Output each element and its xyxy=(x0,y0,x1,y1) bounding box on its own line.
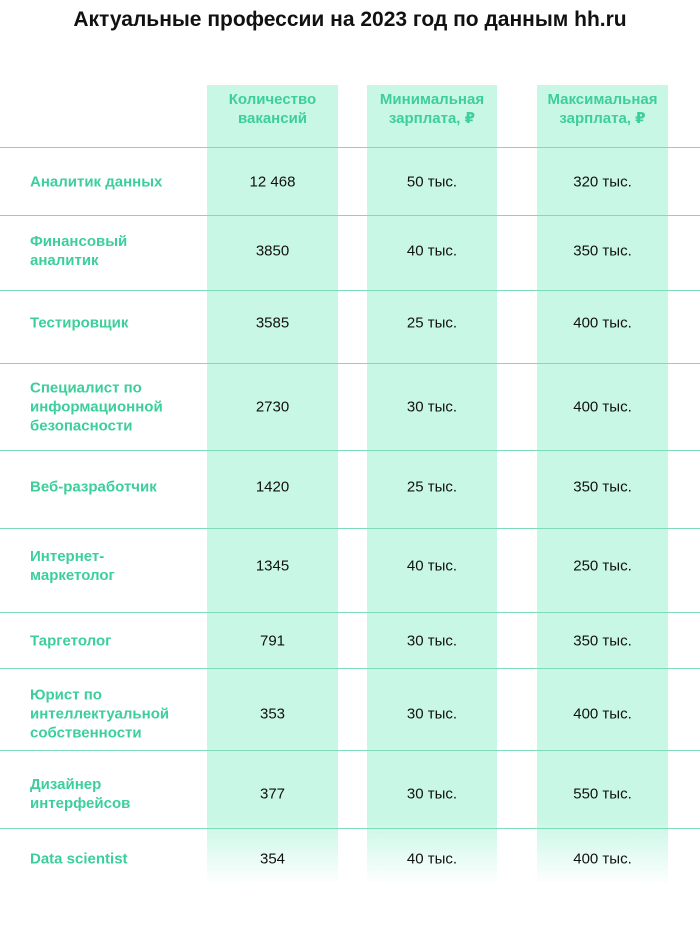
column-highlight xyxy=(207,85,338,885)
column-header: Минимальная зарплата, ₽ xyxy=(379,91,485,127)
cell-value: 400 тыс. xyxy=(573,398,632,416)
cell-value: 12 468 xyxy=(249,173,296,191)
cell-value: 350 тыс. xyxy=(573,242,632,260)
cell-value: 1345 xyxy=(255,557,290,575)
cell-value: 2730 xyxy=(255,398,290,416)
column-highlight xyxy=(537,85,668,885)
cell-value: 377 xyxy=(259,785,286,803)
column-header: Количество вакансий xyxy=(228,91,317,127)
row-label: Интернет- маркетолог xyxy=(30,548,115,584)
column-header: Максимальная зарплата, ₽ xyxy=(547,91,658,127)
row-label: Аналитик данных xyxy=(30,173,163,191)
cell-value: 40 тыс. xyxy=(406,557,458,575)
row-divider xyxy=(0,147,700,148)
row-label: Тестировщик xyxy=(30,314,129,332)
row-divider xyxy=(0,668,700,669)
column-highlight xyxy=(367,85,497,885)
row-divider xyxy=(0,528,700,529)
cell-value: 1420 xyxy=(255,478,290,496)
cell-value: 30 тыс. xyxy=(406,785,458,803)
cell-value: 353 xyxy=(259,705,286,723)
cell-value: 354 xyxy=(259,850,286,868)
row-divider xyxy=(0,450,700,451)
cell-value: 40 тыс. xyxy=(406,242,458,260)
cell-value: 350 тыс. xyxy=(573,478,632,496)
cell-value: 25 тыс. xyxy=(406,478,458,496)
cell-value: 250 тыс. xyxy=(573,557,632,575)
row-label: Финансовый аналитик xyxy=(30,233,128,269)
row-divider xyxy=(0,363,700,364)
row-label: Data scientist xyxy=(30,850,128,868)
cell-value: 30 тыс. xyxy=(406,632,458,650)
cell-value: 40 тыс. xyxy=(406,850,458,868)
row-divider xyxy=(0,750,700,751)
row-divider xyxy=(0,215,700,216)
cell-value: 400 тыс. xyxy=(573,850,632,868)
cell-value: 30 тыс. xyxy=(406,705,458,723)
row-label: Веб-разработчик xyxy=(30,478,157,496)
cell-value: 3850 xyxy=(255,242,290,260)
cell-value: 400 тыс. xyxy=(573,705,632,723)
row-label: Дизайнер интерфейсов xyxy=(30,776,131,812)
cell-value: 400 тыс. xyxy=(573,314,632,332)
cell-value: 791 xyxy=(259,632,286,650)
row-label: Таргетолог xyxy=(30,632,112,650)
title: Актуальные профессии на 2023 год по данн… xyxy=(73,8,627,31)
cell-value: 320 тыс. xyxy=(573,173,632,191)
row-divider xyxy=(0,612,700,613)
cell-value: 25 тыс. xyxy=(406,314,458,332)
cell-value: 350 тыс. xyxy=(573,632,632,650)
row-divider xyxy=(0,828,700,829)
cell-value: 550 тыс. xyxy=(573,785,632,803)
row-label: Юрист по интеллектуальной собственности xyxy=(30,686,170,742)
cell-value: 30 тыс. xyxy=(406,398,458,416)
cell-value: 50 тыс. xyxy=(406,173,458,191)
row-label: Специалист по информационной безопасност… xyxy=(30,379,163,435)
row-divider xyxy=(0,290,700,291)
cell-value: 3585 xyxy=(255,314,290,332)
